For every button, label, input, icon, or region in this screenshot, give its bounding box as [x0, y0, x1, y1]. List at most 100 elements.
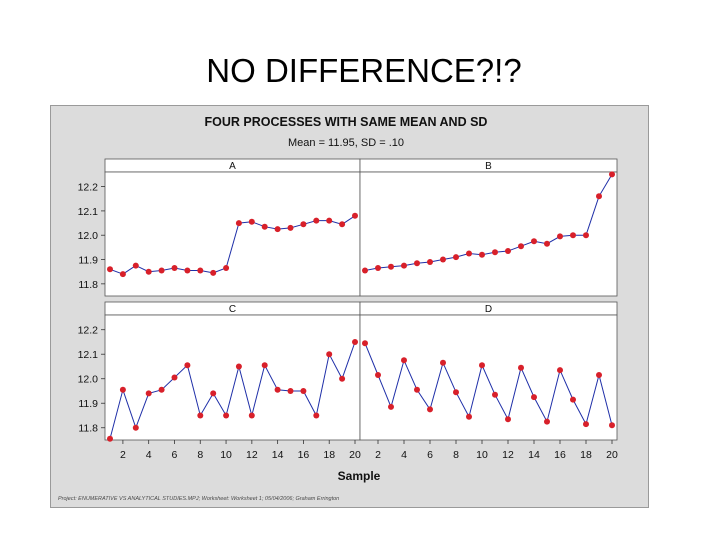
data-point-a-13 — [261, 223, 268, 230]
data-point-d-13 — [518, 364, 524, 371]
data-point-c-7 — [184, 362, 191, 369]
data-point-d-14 — [531, 394, 537, 401]
data-point-b-4 — [401, 262, 407, 269]
data-point-c-2 — [119, 386, 126, 393]
data-point-d-3 — [388, 403, 394, 410]
x-tick-label-c-6: 14 — [272, 449, 284, 461]
data-point-a-14 — [274, 226, 281, 233]
data-point-b-5 — [414, 260, 420, 267]
data-point-a-11 — [235, 220, 242, 227]
data-point-b-6 — [427, 259, 433, 265]
data-point-a-20 — [352, 212, 358, 219]
panel-plot-area-d — [359, 314, 618, 441]
data-point-d-2 — [375, 372, 381, 378]
x-axis-label: Sample — [338, 469, 381, 483]
data-point-d-7 — [440, 359, 446, 366]
x-tick-label-c-0: 2 — [120, 449, 126, 461]
x-tick-label-d-8: 18 — [580, 449, 592, 461]
x-tick-label-d-1: 4 — [401, 449, 407, 461]
data-point-a-4 — [145, 268, 152, 275]
data-point-c-14 — [274, 386, 281, 393]
data-point-d-4 — [401, 357, 407, 364]
x-tick-label-c-3: 8 — [197, 449, 203, 461]
data-point-d-1 — [362, 340, 368, 347]
x-tick-label-c-1: 4 — [146, 449, 152, 461]
x-tick-label-d-9: 20 — [606, 449, 618, 461]
x-tick-label-c-5: 12 — [246, 449, 258, 461]
x-tick-label-c-2: 6 — [172, 449, 178, 461]
data-point-a-9 — [210, 269, 217, 276]
y-tick-label-a-4: 12.2 — [78, 182, 99, 194]
data-point-b-1 — [362, 267, 368, 274]
data-point-b-11 — [492, 249, 498, 256]
x-tick-label-c-7: 16 — [298, 449, 310, 461]
panel-label-d: D — [485, 304, 492, 315]
y-tick-label-c-1: 11.9 — [78, 398, 98, 410]
data-point-c-15 — [287, 388, 294, 394]
data-point-a-15 — [287, 224, 294, 231]
data-point-b-9 — [466, 250, 472, 257]
data-point-c-13 — [261, 362, 268, 369]
data-point-d-17 — [570, 396, 576, 403]
data-point-d-8 — [453, 389, 459, 396]
data-point-a-19 — [339, 221, 346, 228]
x-tick-label-c-4: 10 — [220, 449, 232, 461]
data-point-c-8 — [197, 412, 204, 419]
x-tick-label-d-4: 10 — [476, 449, 488, 461]
x-tick-label-c-8: 18 — [323, 449, 335, 461]
data-point-d-20 — [609, 422, 615, 429]
data-point-a-10 — [223, 265, 230, 271]
data-point-a-6 — [171, 265, 178, 271]
slide-title: NO DIFFERENCE?!? — [206, 52, 522, 89]
data-point-c-10 — [223, 412, 230, 419]
panel-label-b: B — [485, 161, 492, 172]
data-point-d-16 — [557, 367, 563, 374]
data-point-a-7 — [184, 267, 191, 274]
data-point-c-11 — [235, 363, 242, 370]
data-point-d-19 — [596, 372, 602, 378]
data-point-b-3 — [388, 263, 394, 270]
data-point-d-6 — [427, 406, 433, 413]
data-point-a-17 — [313, 217, 320, 224]
data-point-a-5 — [158, 267, 165, 274]
data-point-b-10 — [479, 251, 485, 258]
data-point-c-17 — [313, 412, 320, 419]
y-tick-label-c-3: 12.1 — [78, 349, 99, 361]
y-tick-label-c-2: 12.0 — [78, 374, 99, 386]
data-point-b-19 — [596, 193, 602, 200]
data-point-d-5 — [414, 386, 420, 393]
data-point-c-16 — [300, 388, 307, 394]
data-point-a-8 — [197, 267, 204, 274]
data-point-d-10 — [479, 362, 485, 369]
data-point-d-12 — [505, 416, 511, 423]
plot-layer: A 11.8 11.9 12.0 12.1 12.2 B C 11.8 11.9 12.0 12.1 1… — [78, 158, 618, 461]
data-point-a-1 — [107, 266, 113, 273]
x-tick-label-d-6: 14 — [528, 449, 540, 461]
chart-title: FOUR PROCESSES WITH SAME MEAN AND SD — [205, 115, 488, 129]
y-tick-label-c-4: 12.2 — [78, 325, 99, 337]
data-point-b-2 — [375, 265, 381, 271]
panel-label-a: A — [229, 161, 236, 172]
panel-plot-area-a — [104, 171, 361, 297]
data-point-c-9 — [210, 390, 217, 397]
data-point-b-17 — [570, 232, 576, 239]
data-point-b-15 — [544, 240, 550, 247]
series-line-d — [364, 343, 613, 426]
data-point-c-18 — [326, 351, 333, 358]
data-point-b-8 — [453, 254, 459, 261]
y-tick-label-a-1: 11.9 — [78, 255, 98, 267]
data-point-c-4 — [145, 390, 152, 397]
x-tick-label-c-9: 20 — [349, 449, 361, 461]
data-point-d-15 — [544, 418, 550, 425]
chart-footer: Project: ENUMERATIVE VS ANALYTICAL STUDI… — [58, 496, 339, 502]
data-point-c-3 — [132, 424, 139, 431]
panel-plot-area-b — [359, 171, 618, 297]
x-tick-label-d-7: 16 — [554, 449, 566, 461]
data-point-d-18 — [583, 421, 589, 428]
y-tick-label-a-0: 11.8 — [78, 279, 98, 291]
data-point-a-12 — [248, 218, 255, 225]
y-tick-label-a-3: 12.1 — [78, 206, 99, 218]
y-tick-label-a-2: 12.0 — [78, 230, 99, 242]
data-point-d-11 — [492, 391, 498, 398]
